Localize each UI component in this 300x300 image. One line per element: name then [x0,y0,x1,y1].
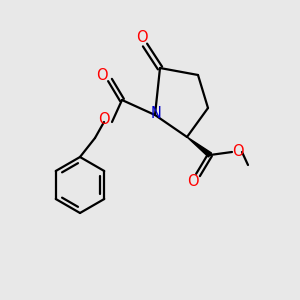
Text: O: O [136,29,148,44]
Text: N: N [151,106,161,121]
Text: O: O [98,112,110,128]
Text: O: O [96,68,108,82]
Text: O: O [187,175,199,190]
Text: O: O [232,145,244,160]
Polygon shape [187,137,212,157]
